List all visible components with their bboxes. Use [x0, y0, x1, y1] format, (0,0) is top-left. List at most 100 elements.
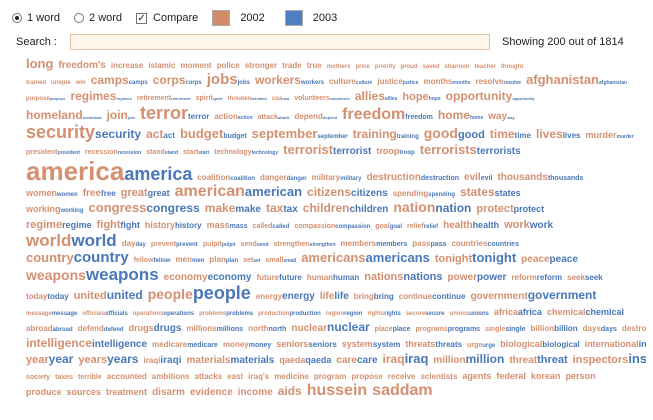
cloud-word[interactable]: threatthreat — [509, 351, 567, 367]
cloud-word[interactable]: presidentpresident — [26, 142, 80, 158]
cloud-word[interactable]: governmentgovernment — [470, 287, 596, 303]
cloud-word[interactable]: yearsyears — [78, 351, 138, 367]
cloud-word[interactable]: bringbring — [354, 287, 394, 303]
cloud-word[interactable]: jobsjobs — [207, 72, 250, 88]
cloud-word[interactable]: attacks — [195, 367, 223, 383]
cloud-word[interactable]: campscamps — [91, 72, 148, 88]
cloud-word[interactable]: protectprotect — [476, 200, 544, 216]
cloud-word[interactable]: worldworld — [26, 232, 117, 250]
cloud-word[interactable]: destroyeddestroyed — [622, 319, 646, 335]
cloud-word[interactable]: win — [76, 72, 86, 88]
cloud-word[interactable]: coalitioncoalition — [197, 168, 255, 184]
cloud-word[interactable]: lifelife — [320, 287, 349, 303]
cloud-word[interactable]: trooptroop — [376, 142, 414, 158]
cloud-word[interactable]: monthsmonths — [424, 72, 471, 88]
cloud-word[interactable]: hussein — [307, 383, 367, 399]
cloud-word[interactable]: nationnation — [393, 200, 471, 216]
cloud-word[interactable]: placeplace — [375, 319, 411, 335]
cloud-word[interactable]: childrenchildren — [303, 200, 389, 216]
cloud-word[interactable]: systemsystem — [342, 335, 401, 351]
cloud-word[interactable]: scientists — [420, 367, 457, 383]
cloud-word[interactable]: ambitions — [152, 367, 190, 383]
cloud-word[interactable]: technologytechnology — [214, 142, 278, 158]
cloud-word[interactable]: millionsmillions — [186, 319, 243, 335]
cloud-word[interactable]: regimeregime — [26, 216, 92, 232]
cloud-word[interactable]: membersmembers — [341, 234, 408, 250]
cloud-word[interactable]: smallsmall — [266, 250, 297, 266]
cloud-word[interactable]: wayway — [488, 107, 514, 123]
cloud-word[interactable]: seekseek — [567, 268, 603, 284]
cloud-word[interactable]: internationalinternational — [585, 335, 646, 351]
search-input[interactable] — [70, 34, 490, 50]
cloud-word[interactable]: increase — [111, 56, 143, 72]
cloud-word[interactable]: dayday — [122, 234, 146, 250]
cloud-word[interactable]: moneymoney — [223, 335, 271, 351]
cloud-word[interactable]: recessionrecession — [85, 142, 141, 158]
cloud-word[interactable]: long — [26, 56, 53, 72]
cloud-word[interactable]: unique — [51, 72, 71, 88]
cloud-word[interactable]: nuclearnuclear — [291, 319, 369, 335]
cloud-word[interactable]: agents — [462, 367, 491, 383]
cloud-word[interactable]: spiritspirit — [196, 88, 223, 104]
cloud-word[interactable]: americaamerica — [26, 158, 192, 184]
cloud-word[interactable]: murdermurder — [586, 126, 634, 142]
cloud-word[interactable]: purposepurpose — [26, 88, 65, 104]
cloud-word[interactable]: iraqiraq — [383, 351, 429, 367]
cloud-word[interactable]: goodgood — [424, 126, 485, 142]
cloud-word[interactable]: pulpitpulpit — [203, 234, 236, 250]
cloud-word[interactable]: reliefrelief — [407, 216, 438, 232]
cloud-word[interactable]: dependdepend — [294, 107, 337, 123]
cloud-word[interactable]: setset — [243, 250, 260, 266]
cloud-word[interactable]: septemberseptember — [252, 126, 348, 142]
cloud-word[interactable]: planplan — [209, 250, 238, 266]
cloud-word[interactable]: teacher — [475, 56, 496, 72]
cloud-word[interactable]: securesecure — [406, 303, 445, 319]
cloud-word[interactable]: reformreform — [511, 268, 562, 284]
cloud-word[interactable]: moment — [180, 56, 211, 72]
cloud-word[interactable]: corpscorps — [153, 72, 202, 88]
cloud-word[interactable]: budgetbudget — [180, 126, 247, 142]
cloud-word[interactable]: spendingspending — [393, 184, 455, 200]
cloud-word[interactable]: resolveresolve — [475, 72, 521, 88]
cloud-word[interactable]: saddam — [372, 383, 432, 399]
cloud-word[interactable]: propose — [351, 367, 383, 383]
cloud-word[interactable]: makemake — [205, 200, 261, 216]
cloud-word[interactable]: todaytoday — [26, 287, 69, 303]
cloud-word[interactable]: treatment — [106, 383, 147, 399]
cloud-word[interactable]: programsprograms — [415, 319, 480, 335]
cloud-word[interactable]: threatsthreats — [405, 335, 462, 351]
cloud-word[interactable]: volunteersvolunteers — [294, 88, 350, 104]
cloud-word[interactable]: regionregion — [326, 303, 363, 319]
cloud-word[interactable]: east — [227, 367, 243, 383]
cloud-word[interactable]: standstand — [146, 142, 178, 158]
cloud-word[interactable]: priority — [375, 56, 396, 72]
cloud-word[interactable]: stronger — [245, 56, 277, 72]
cloud-word[interactable]: drugsdrugs — [129, 319, 182, 335]
cloud-word[interactable]: seniorsseniors — [276, 335, 336, 351]
compare-checkbox[interactable]: ✓ Compare — [136, 12, 198, 24]
cloud-word[interactable]: usausa — [272, 88, 289, 104]
cloud-word[interactable]: goalgoal — [375, 216, 402, 232]
cloud-word[interactable]: operationsoperations — [133, 303, 194, 319]
cloud-word[interactable]: terroristterrorist — [283, 142, 371, 158]
cloud-word[interactable]: countriescountries — [451, 234, 519, 250]
radio-2word[interactable]: 2 word — [74, 12, 122, 24]
cloud-word[interactable]: person — [565, 367, 595, 383]
cloud-word[interactable]: nationsnations — [364, 268, 442, 284]
cloud-word[interactable]: freefree — [83, 184, 116, 200]
cloud-word[interactable]: alliesallies — [355, 88, 398, 104]
cloud-word[interactable]: congresscongress — [89, 200, 200, 216]
cloud-word[interactable]: passpass — [412, 234, 446, 250]
cloud-word[interactable]: afghanistanafghanistan — [526, 72, 627, 88]
cloud-word[interactable]: medicaremedicare — [152, 335, 218, 351]
cloud-word[interactable]: greatgreat — [121, 184, 170, 200]
cloud-word[interactable]: freedom's — [58, 56, 105, 72]
cloud-word[interactable]: attackattack — [258, 107, 290, 123]
cloud-word[interactable]: sources — [67, 383, 102, 399]
cloud-word[interactable]: mothers — [327, 56, 351, 72]
cloud-word[interactable]: actionaction — [214, 107, 252, 123]
cloud-word[interactable]: militarymilitary — [312, 168, 362, 184]
cloud-word[interactable]: historyhistory — [145, 216, 202, 232]
cloud-word[interactable]: sendsend — [240, 234, 268, 250]
cloud-word[interactable]: destructiondestruction — [366, 168, 459, 184]
